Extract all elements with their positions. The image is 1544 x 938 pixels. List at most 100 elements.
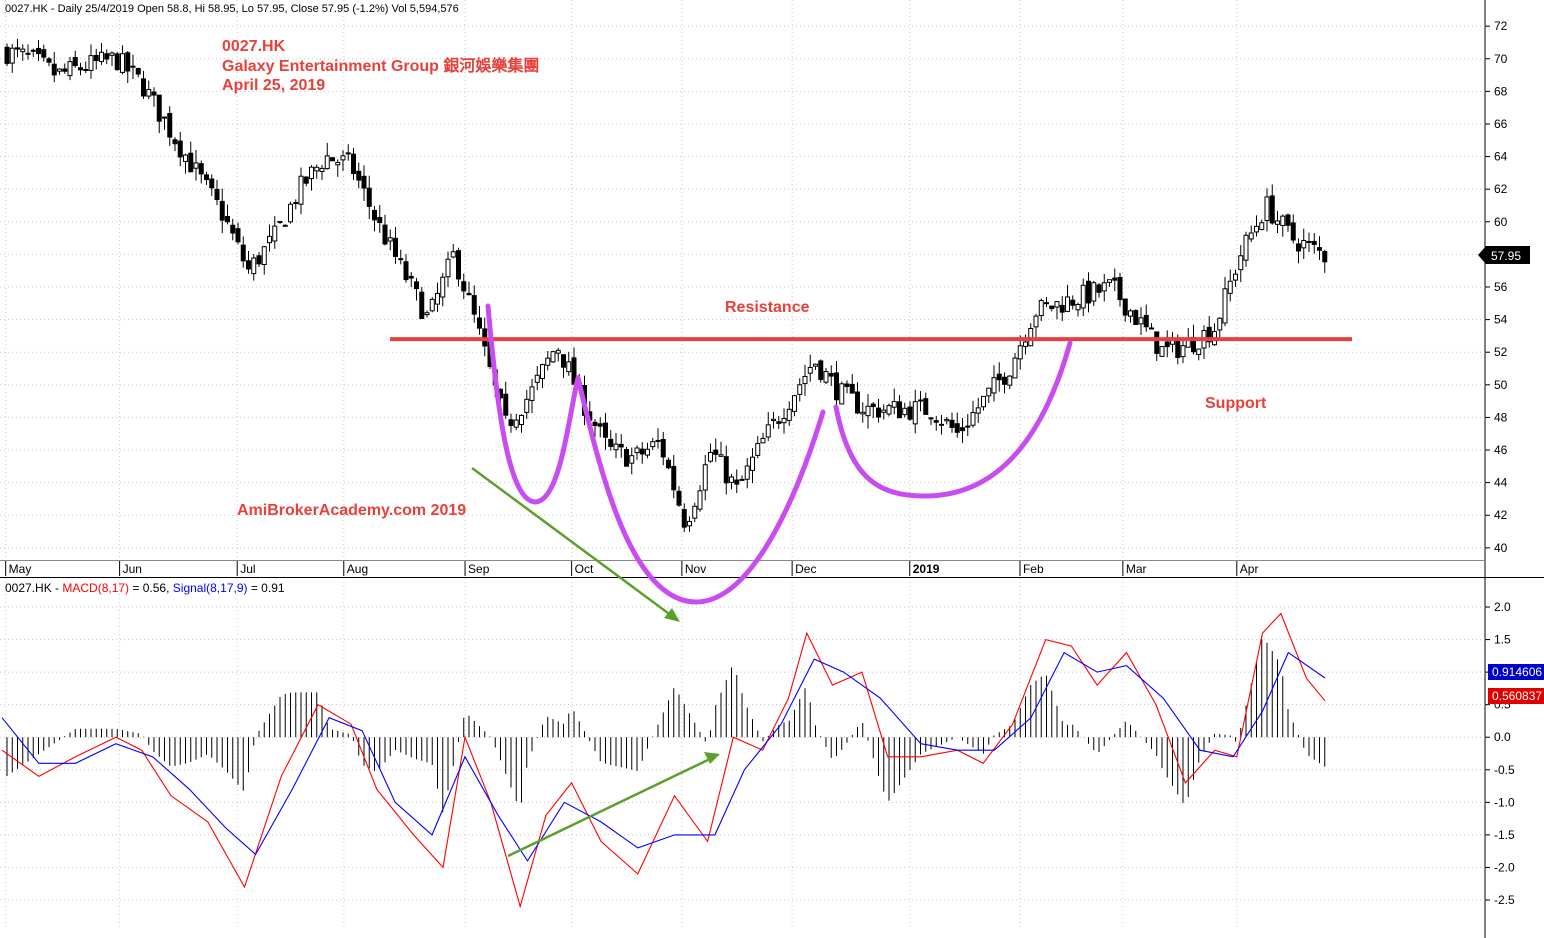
candle-body: [1012, 357, 1018, 379]
price-tick-label: 66: [1494, 117, 1508, 131]
candle: [1133, 309, 1139, 325]
candle-body: [387, 237, 393, 242]
candle-body: [1101, 282, 1107, 292]
candle-body: [377, 216, 383, 224]
candle: [9, 43, 15, 73]
month-label: Feb: [1023, 562, 1044, 576]
title-company: Galaxy Entertainment Group 銀河娛樂集團: [222, 56, 539, 75]
price-tick-label: 52: [1494, 345, 1508, 359]
candle: [398, 249, 404, 265]
candle-body: [949, 419, 955, 428]
candle-body: [471, 295, 477, 315]
candle-body: [429, 298, 435, 312]
candle-body: [1117, 277, 1123, 301]
candle: [776, 415, 782, 430]
candle-body: [57, 68, 62, 72]
candle-body: [183, 154, 188, 162]
candle: [235, 222, 241, 245]
title-symbol: 0027.HK: [222, 38, 286, 55]
candle: [519, 414, 524, 433]
candle: [104, 49, 110, 65]
candle: [781, 408, 787, 434]
candle-body: [156, 94, 162, 122]
candle: [1322, 249, 1328, 273]
candle-body: [1233, 273, 1238, 281]
candle: [1075, 302, 1081, 317]
candle: [1086, 272, 1091, 313]
candle-body: [51, 63, 57, 76]
candle-body: [204, 174, 209, 181]
candle-body: [975, 407, 981, 414]
candle-body: [828, 372, 834, 377]
candle: [1254, 215, 1259, 237]
month-label: Sep: [468, 562, 490, 576]
signal-line: [1, 651, 1326, 862]
candle: [1285, 213, 1291, 232]
candle-body: [939, 423, 944, 426]
candle-body: [970, 412, 976, 426]
candle-body: [1044, 302, 1049, 305]
candle: [440, 272, 446, 307]
candle: [288, 201, 293, 224]
candle-body: [1023, 341, 1028, 347]
candle-body: [1243, 234, 1249, 261]
candle: [1065, 284, 1070, 313]
candle-body: [729, 476, 734, 483]
candle-body: [529, 386, 535, 401]
candle: [545, 351, 551, 371]
candle: [645, 442, 650, 459]
candle-body: [440, 276, 446, 298]
candle: [650, 437, 656, 450]
candle: [639, 442, 645, 464]
candle: [230, 218, 236, 241]
divergence-arrow-down: [471, 466, 680, 622]
price-tick-label: 46: [1494, 443, 1508, 457]
candle: [1112, 268, 1118, 292]
candle: [267, 224, 272, 252]
candle-body: [456, 250, 461, 280]
candle: [162, 116, 167, 130]
candle-body: [1285, 214, 1291, 226]
candle-body: [823, 371, 829, 383]
candle-body: [177, 140, 183, 158]
candle: [660, 431, 666, 466]
candle-body: [1248, 232, 1254, 240]
candle: [729, 473, 734, 490]
candle-body: [849, 383, 855, 394]
candle-body: [314, 166, 320, 172]
candle: [608, 430, 614, 451]
candle-body: [450, 251, 456, 258]
candle-body: [109, 52, 115, 56]
candle-body: [681, 509, 687, 528]
candle: [78, 62, 83, 76]
candle-body: [83, 68, 89, 71]
price-tick-label: 56: [1494, 280, 1508, 294]
candle: [146, 80, 152, 100]
candle: [319, 164, 325, 180]
candle: [524, 389, 530, 420]
candle-body: [303, 176, 309, 184]
candle: [429, 297, 435, 313]
candle-body: [41, 49, 47, 58]
candle: [566, 351, 572, 376]
candle: [965, 414, 971, 437]
candle: [1301, 228, 1307, 259]
candle: [330, 157, 335, 162]
candle: [1217, 317, 1223, 338]
candle-body: [15, 47, 20, 50]
last-price-tag: 57.95: [1478, 246, 1530, 264]
candle: [351, 147, 356, 180]
candle-body: [214, 188, 220, 201]
candle: [676, 486, 682, 507]
candle: [272, 216, 278, 249]
candle: [739, 475, 745, 481]
candle: [471, 285, 477, 323]
candle-body: [277, 220, 283, 223]
candle-body: [807, 366, 813, 374]
candle: [1311, 233, 1317, 254]
candle: [555, 347, 561, 362]
candle-body: [776, 421, 782, 424]
price-header: 0027.HK - Daily 25/4/2019 Open 58.8, Hi …: [5, 3, 459, 15]
candle: [36, 40, 41, 62]
